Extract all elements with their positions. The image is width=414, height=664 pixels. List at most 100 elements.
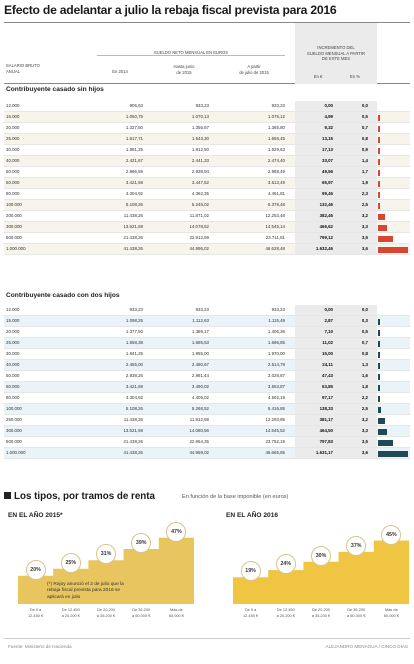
salary-cell: 15.000 [6, 318, 20, 323]
increment-pct-cell: 2,2 [361, 395, 368, 400]
net-2014-cell: 1.841,25 [125, 351, 143, 356]
net-2014-cell: 1.327,50 [125, 125, 143, 130]
net-until-june-cell: 1.643,30 [191, 136, 209, 141]
increment-bar [378, 213, 386, 220]
bracket-label: Más de [385, 607, 398, 612]
increment-cell-bg [295, 393, 377, 403]
increment-bar [378, 373, 380, 380]
increment-bar [378, 417, 385, 424]
increment-pct-cell: 0,8 [361, 351, 368, 356]
increment-pct-cell: 1,9 [361, 180, 368, 185]
net-from-july-cell: 1.075,12 [267, 114, 285, 119]
increment-cell-bg [295, 244, 377, 254]
increment-cell-bg [295, 305, 377, 315]
net-until-june-cell: 1.912,50 [191, 147, 209, 152]
section-square-icon [4, 492, 11, 499]
increment-cell-bg [295, 371, 377, 381]
net-2014-cell: 21.438,26 [123, 235, 143, 240]
net-2014-cell: 2.421,67 [125, 158, 143, 163]
steps-chart-2016 [233, 540, 409, 604]
net-2014-cell: 13.521,59 [123, 428, 143, 433]
increment-cell-bg [295, 404, 377, 414]
increment-bar [378, 169, 380, 176]
increment-cell-bg [295, 101, 377, 111]
salary-cell: 40.000 [6, 158, 20, 163]
increment-eur-cell: 17,13 [322, 147, 333, 152]
increment-bar [378, 439, 393, 446]
net-2014-cell: 1.658,38 [125, 340, 143, 345]
increment-pct-cell: 1,4 [361, 158, 368, 163]
net-from-july-cell: 23.752,19 [265, 439, 285, 444]
table-row: 40.000 2.421,67 2.441,33 2.474,40 33,07 1,4 [4, 156, 410, 167]
net-from-july-cell: 1.406,36 [267, 329, 285, 334]
increment-pct-cell: 0,5 [361, 329, 368, 334]
salary-cell: 1.000.000 [6, 246, 26, 251]
net-from-july-cell: 1.365,80 [267, 125, 285, 130]
table-row: 300.000 13.521,59 14.078,52 14.545,14 466,62… [4, 222, 410, 233]
net-2014-cell: 41.438,26 [123, 246, 143, 251]
increment-eur-cell: 7,10 [324, 329, 333, 334]
salary-cell: 20.000 [6, 329, 20, 334]
increment-eur-cell: 99,46 [322, 191, 333, 196]
increment-pct-cell: 1,8 [361, 384, 368, 389]
increment-pct-cell: 0,7 [361, 125, 368, 130]
salary-cell: 12.000 [6, 307, 20, 312]
net-2014-cell: 21.438,26 [123, 439, 143, 444]
net-from-july-cell: 46.628,48 [265, 246, 285, 251]
bracket-label: a 35.200 € [311, 612, 331, 618]
increment-bar [378, 125, 380, 132]
salary-cell: 15.000 [6, 114, 20, 119]
table-row: 25.000 1.617,71 1.643,30 1.656,45 13,15 0,8 [4, 134, 410, 145]
table-row: 500.000 21.438,26 22.954,35 23.752,19 797,83… [4, 437, 410, 448]
net-until-june-cell: 44.996,02 [189, 246, 209, 251]
increment-bar [378, 246, 408, 253]
increment-eur-cell: 132,46 [319, 202, 333, 207]
increment-bar [378, 147, 380, 154]
salary-cell: 50.000 [6, 169, 20, 174]
increment-eur-cell: 97,17 [322, 395, 333, 400]
increment-eur-cell: 33,07 [322, 158, 333, 163]
increment-pct-cell: 1,6 [361, 373, 368, 378]
tax-rates-title: Los tipos, por tramos de renta [4, 491, 155, 502]
table-row: 30.000 1.841,25 1.955,00 1.970,00 15,00 0,8 [4, 349, 410, 360]
net-from-july-cell: 3.513,49 [267, 180, 285, 185]
col-eur-header: En € [313, 74, 323, 79]
page-title: Efecto de adelantar a julio la rebaja fi… [4, 3, 337, 17]
net-2014-cell: 5.108,26 [125, 202, 143, 207]
bracket-label: a 20.200 € [276, 612, 295, 618]
year-2016-label: EN EL AÑO 2016 [226, 512, 279, 519]
table-row: 50.000 2.896,59 2.938,94 2.988,49 49,56 1,7 [4, 167, 410, 178]
increment-bar [378, 362, 380, 369]
salary-cell: 60.000 [6, 180, 20, 185]
increment-pct-cell: 3,3 [361, 428, 368, 433]
year-2015-label: EN EL AÑO 2015* [8, 512, 63, 519]
salary-cell: 30.000 [6, 147, 20, 152]
rate-circle: 25% [60, 552, 81, 573]
increment-cell-bg [295, 382, 377, 392]
increment-cell-bg [295, 415, 377, 425]
increment-cell-bg [295, 233, 377, 243]
increment-pct-cell: 3,6 [361, 450, 368, 455]
bracket-label: 12.450 € [243, 612, 259, 618]
rate-circle: 47% [166, 521, 187, 542]
table-row: 100.000 5.108,26 5.245,02 5.378,48 132,46 2,5 [4, 200, 410, 211]
increment-group-header-3: DE ESTE MES [321, 56, 351, 61]
net-until-june-cell: 1.389,17 [191, 329, 209, 334]
increment-pct-cell: 2,3 [361, 191, 368, 196]
net-from-july-cell: 23.711,81 [265, 235, 285, 240]
increment-eur-cell: 9,32 [324, 125, 333, 130]
bracket-label: a 35.200 € [96, 612, 116, 618]
salary-cell: 40.000 [6, 362, 20, 367]
increment-eur-cell: 0,00 [324, 103, 333, 108]
increment-group-header-2: SUELDO MENSUAL A PARTIR [306, 50, 366, 56]
net-until-june-cell: 44.959,02 [189, 450, 209, 455]
increment-eur-cell: 2,87 [324, 318, 333, 323]
increment-cell-bg [295, 178, 377, 188]
increment-eur-cell: 63,85 [322, 384, 333, 389]
bracket-label: 60.000 € [383, 612, 399, 618]
net-2014-cell: 3.421,59 [125, 180, 143, 185]
rate-step-area [233, 540, 409, 604]
net-until-june-cell: 3.490,02 [191, 384, 209, 389]
bracket-label: 60.000 € [168, 612, 184, 618]
table-row: 300.000 13.521,59 14.080,56 14.545,52 464,50… [4, 426, 410, 437]
